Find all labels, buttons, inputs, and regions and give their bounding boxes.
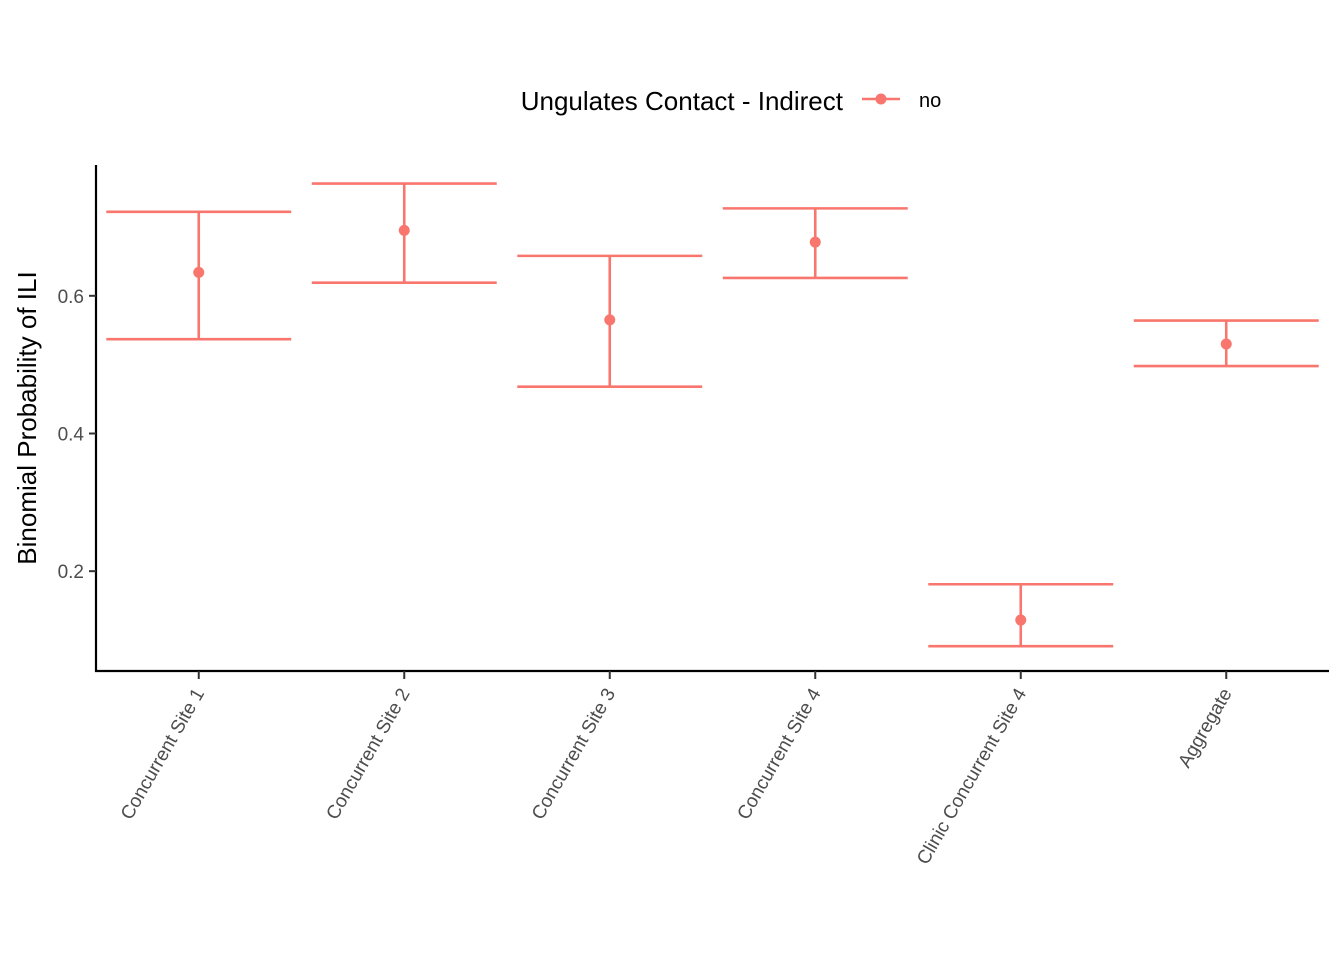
y-ticks: 0.2 0.4 0.6 <box>58 287 96 583</box>
y-axis-title: Binomial Probability of ILI <box>12 271 42 564</box>
errorbar-group <box>311 182 497 285</box>
x-ticks: Concurrent Site 1 Concurrent Site 2 Concur… <box>117 671 1237 868</box>
errorbar-group <box>517 254 703 388</box>
data-point <box>398 224 410 236</box>
data-point <box>604 314 616 326</box>
legend-key-point <box>875 93 887 105</box>
x-tick-label: Concurrent Site 2 <box>322 685 414 824</box>
errorbar-group <box>1133 319 1319 368</box>
errorbar-group <box>106 210 292 341</box>
data-point <box>1220 338 1232 350</box>
x-tick-label: Aggregate <box>1175 685 1237 771</box>
errorbar-group <box>722 207 908 280</box>
x-tick-label: Concurrent Site 1 <box>117 685 209 824</box>
legend-title: Ungulates Contact - Indirect <box>521 86 844 116</box>
errorbar-series <box>106 182 1319 648</box>
y-tick-label: 0.4 <box>58 424 85 445</box>
data-point <box>1015 614 1027 626</box>
x-tick-label: Concurrent Site 4 <box>733 685 825 824</box>
x-tick-label: Concurrent Site 3 <box>528 685 620 824</box>
legend: Ungulates Contact - Indirect no <box>521 86 942 116</box>
y-tick-label: 0.2 <box>58 562 84 583</box>
x-tick-label: Clinic Concurrent Site 4 <box>913 685 1031 869</box>
errorbar-group <box>928 582 1114 648</box>
data-point <box>809 236 821 248</box>
data-point <box>193 266 205 278</box>
y-tick-label: 0.6 <box>58 287 84 308</box>
legend-label: no <box>919 90 941 112</box>
